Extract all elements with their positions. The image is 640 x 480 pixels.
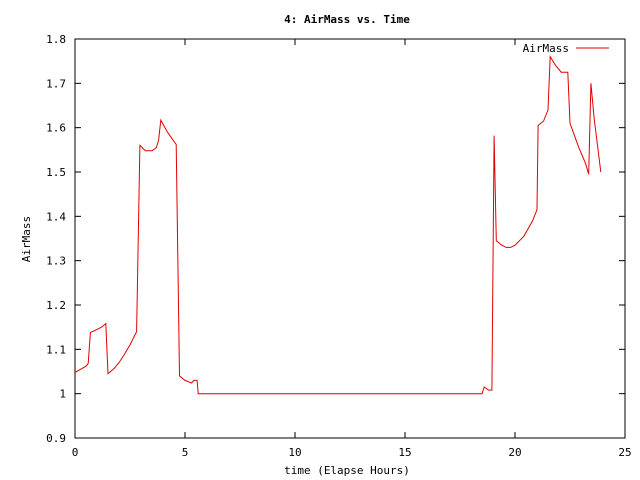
x-axis-label: time (Elapse Hours) [284,464,410,477]
x-tick-label: 10 [288,446,301,459]
axis-ticks [74,38,626,439]
y-tick-label: 1.2 [46,299,66,312]
y-tick-label: 1.5 [46,166,66,179]
y-tick-label: 1.4 [46,210,66,223]
plot-frame [74,38,626,439]
y-axis-label: AirMass [20,216,33,262]
y-tick-label: 1 [59,388,66,401]
y-tick-label: 1.6 [46,122,66,135]
y-tick-label: 1.8 [46,33,66,46]
tick-labels: 0 5 10 15 20 25 0.9 1 1.1 1.2 1.3 1.4 1.5 1.6 1.7 1.8 [46,33,632,459]
series-group [74,55,602,395]
chart-title: 4: AirMass vs. Time [284,13,410,26]
legend-label: AirMass [523,42,569,55]
x-tick-label: 15 [398,446,411,459]
series-line-airmass [74,55,602,395]
x-tick-label: 25 [618,446,631,459]
legend: AirMass [523,42,609,55]
y-tick-label: 1.3 [46,255,66,268]
y-tick-label: 0.9 [46,432,66,445]
plot-border [74,38,626,439]
x-tick-label: 20 [508,446,521,459]
x-tick-label: 5 [182,446,189,459]
y-tick-label: 1.7 [46,77,66,90]
x-tick-label: 0 [72,446,79,459]
y-tick-label: 1.1 [46,343,66,356]
